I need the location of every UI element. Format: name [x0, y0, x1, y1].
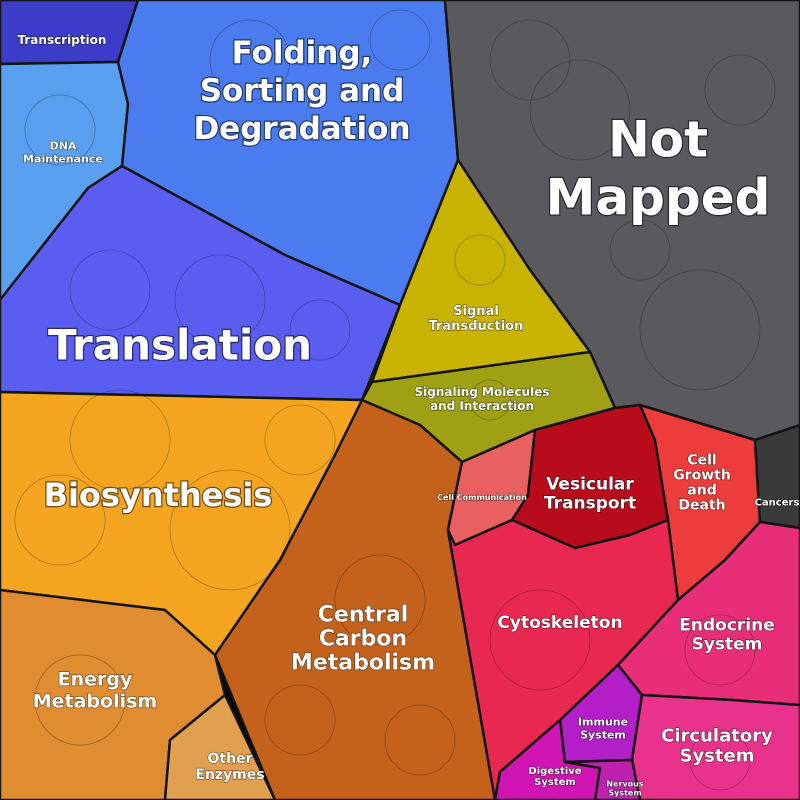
- label-central-carbon: Central Carbon Metabolism: [291, 603, 435, 676]
- sub-cell-texture: [14, 9, 776, 791]
- label-cytoskeleton: Cytoskeleton: [497, 613, 622, 633]
- label-dna-maintenance: DNA Maintenance: [23, 139, 103, 165]
- label-digestive-system: Digestive System: [528, 766, 581, 788]
- region-transcription[interactable]: [0, 0, 140, 66]
- label-cell-growth-death: Cell Growth and Death: [673, 452, 731, 513]
- label-energy-metabolism: Energy Metabolism: [33, 669, 157, 713]
- label-cancers: Cancers: [755, 498, 800, 509]
- region-central-carbon[interactable]: [213, 398, 497, 800]
- label-endocrine-system: Endocrine System: [679, 615, 774, 654]
- label-transcription: Transcription: [18, 33, 107, 47]
- label-translation: Translation: [48, 321, 312, 370]
- label-cell-communication: Cell Communication: [437, 493, 527, 502]
- label-immune-system: Immune System: [578, 715, 628, 741]
- label-other-enzymes: Other Enzymes: [195, 751, 264, 783]
- label-not-mapped: Not Mapped: [546, 111, 771, 227]
- label-folding-sorting-degradation: Folding, Sorting and Degradation: [193, 35, 410, 147]
- region-nervous-system[interactable]: [563, 758, 642, 800]
- label-vesicular-transport: Vesicular Transport: [544, 474, 636, 513]
- label-nervous-system: Nervous System: [606, 779, 643, 797]
- region-cancers[interactable]: [753, 423, 800, 530]
- region-other-enzymes[interactable]: [163, 693, 277, 800]
- label-circulatory-system: Circulatory System: [661, 725, 773, 766]
- label-biosynthesis: Biosynthesis: [44, 476, 273, 514]
- label-signal-transduction: Signal Transduction: [429, 304, 524, 334]
- label-signaling-molecules: Signaling Molecules and Interaction: [414, 385, 549, 413]
